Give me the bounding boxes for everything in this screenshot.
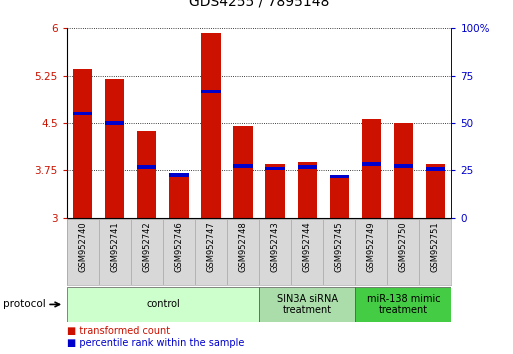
Bar <box>201 90 221 93</box>
Bar <box>137 131 156 218</box>
Text: GSM952747: GSM952747 <box>206 222 215 272</box>
Bar <box>265 164 285 218</box>
Text: GDS4255 / 7895148: GDS4255 / 7895148 <box>189 0 329 9</box>
Text: GSM952749: GSM952749 <box>367 222 376 272</box>
Bar <box>426 164 445 218</box>
Bar <box>169 173 189 177</box>
Text: ■ percentile rank within the sample: ■ percentile rank within the sample <box>67 338 244 348</box>
Bar <box>355 287 451 322</box>
Text: GSM952744: GSM952744 <box>303 222 312 272</box>
Bar <box>259 287 355 322</box>
Bar <box>420 219 451 285</box>
Bar <box>362 162 381 166</box>
Bar <box>98 219 131 285</box>
Bar <box>233 126 252 218</box>
Text: miR-138 mimic
treatment: miR-138 mimic treatment <box>366 293 440 315</box>
Text: GSM952742: GSM952742 <box>142 222 151 272</box>
Text: GSM952741: GSM952741 <box>110 222 120 272</box>
Bar <box>67 287 259 322</box>
Bar <box>387 219 420 285</box>
Bar <box>105 79 124 218</box>
Bar <box>105 121 124 125</box>
Bar <box>355 219 387 285</box>
Bar <box>195 219 227 285</box>
Bar <box>131 219 163 285</box>
Bar <box>265 167 285 170</box>
Bar <box>73 69 92 218</box>
Text: protocol: protocol <box>3 299 45 309</box>
Bar <box>291 219 323 285</box>
Bar <box>259 219 291 285</box>
Text: control: control <box>146 299 180 309</box>
Bar <box>393 164 413 168</box>
Text: GSM952740: GSM952740 <box>78 222 87 272</box>
Bar <box>227 219 259 285</box>
Text: GSM952751: GSM952751 <box>431 222 440 272</box>
Text: GSM952746: GSM952746 <box>174 222 184 272</box>
Bar <box>323 219 355 285</box>
Bar <box>362 119 381 218</box>
Text: SIN3A siRNA
treatment: SIN3A siRNA treatment <box>277 293 338 315</box>
Bar <box>298 165 317 169</box>
Bar <box>393 123 413 218</box>
Bar <box>233 164 252 168</box>
Bar <box>201 33 221 218</box>
Bar <box>67 219 98 285</box>
Text: ■ transformed count: ■ transformed count <box>67 326 170 336</box>
Text: GSM952750: GSM952750 <box>399 222 408 272</box>
Bar <box>163 219 195 285</box>
Bar <box>169 175 189 218</box>
Bar <box>73 112 92 115</box>
Text: GSM952743: GSM952743 <box>270 222 280 272</box>
Bar <box>329 175 349 178</box>
Bar <box>329 177 349 218</box>
Text: GSM952745: GSM952745 <box>334 222 344 272</box>
Bar <box>137 165 156 169</box>
Bar <box>298 162 317 218</box>
Bar <box>426 167 445 171</box>
Text: GSM952748: GSM952748 <box>239 222 248 272</box>
